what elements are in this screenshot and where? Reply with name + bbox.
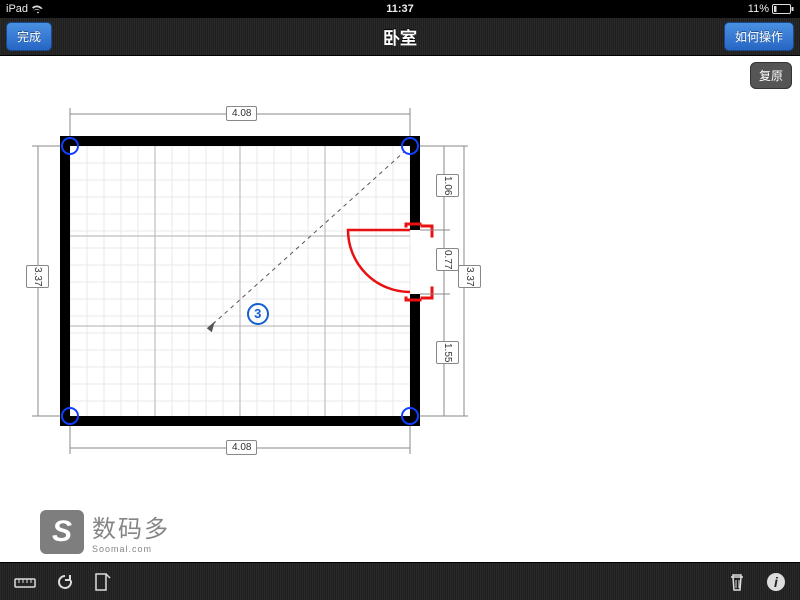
watermark-en: Soomal.com <box>92 544 170 554</box>
watermark-logo: S <box>40 510 84 554</box>
page-title: 卧室 <box>383 24 417 49</box>
dim-door-top[interactable]: 1.06 <box>436 174 459 197</box>
refresh-icon[interactable] <box>56 573 74 591</box>
status-left: iPad <box>6 3 44 15</box>
status-right: 11% <box>748 3 794 15</box>
watermark: S 数码多 Soomal.com <box>40 509 170 554</box>
wifi-icon <box>32 5 44 14</box>
battery-percent: 11% <box>748 3 769 15</box>
device-label: iPad <box>6 3 28 15</box>
trash-icon[interactable] <box>728 572 746 592</box>
info-icon[interactable]: i <box>766 572 786 592</box>
dim-door-width[interactable]: 0.77 <box>436 248 459 271</box>
dim-door-bottom[interactable]: 1.55 <box>436 341 459 364</box>
dim-height-right[interactable]: 3.37 <box>458 265 481 288</box>
ruler-icon[interactable] <box>14 575 36 589</box>
dim-height-left[interactable]: 3.37 <box>26 265 49 288</box>
status-time: 11:37 <box>386 3 414 15</box>
room-number-badge[interactable]: 3 <box>247 303 269 325</box>
dim-width-bottom[interactable]: 4.08 <box>226 440 257 455</box>
bottom-toolbar: i <box>0 562 800 600</box>
battery-icon <box>772 4 794 14</box>
help-button[interactable]: 如何操作 <box>724 22 794 51</box>
watermark-cn: 数码多 <box>92 509 170 544</box>
canvas-area[interactable]: 复原 4.08 4.08 3.37 3.37 1.06 0.77 1.55 3 … <box>0 56 800 562</box>
status-bar: iPad 11:37 11% <box>0 0 800 18</box>
done-button[interactable]: 完成 <box>6 22 52 51</box>
watermark-text: 数码多 Soomal.com <box>92 509 170 554</box>
door-tool-icon[interactable] <box>94 572 112 592</box>
dim-width-top[interactable]: 4.08 <box>226 106 257 121</box>
undo-button[interactable]: 复原 <box>750 62 792 89</box>
nav-bar: 完成 卧室 如何操作 <box>0 18 800 56</box>
floorplan-svg[interactable] <box>0 56 520 496</box>
